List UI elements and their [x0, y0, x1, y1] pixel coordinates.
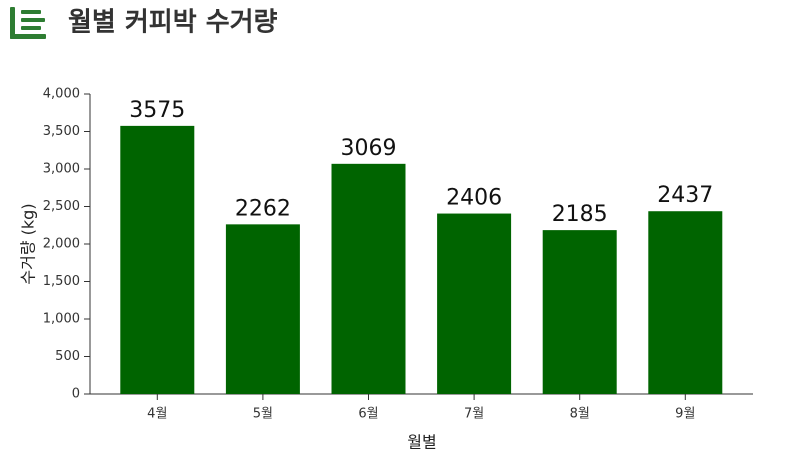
y-tick-label: 1,000	[43, 312, 80, 327]
x-tick-label: 8월	[570, 407, 590, 422]
y-axis-label: 수거량 (kg)	[19, 203, 38, 284]
data-label: 2437	[657, 183, 713, 208]
bar	[437, 213, 512, 394]
bar	[120, 125, 195, 394]
y-tick-label: 500	[55, 349, 80, 364]
bar	[225, 224, 300, 394]
y-tick-label: 2,000	[43, 237, 80, 252]
x-tick-label: 9월	[675, 407, 695, 422]
data-label: 2262	[235, 196, 291, 221]
x-axis-label: 월별	[407, 433, 436, 452]
title-icon	[10, 7, 46, 39]
bar	[542, 230, 617, 394]
data-label: 2406	[446, 186, 502, 211]
data-label: 2185	[552, 202, 608, 227]
x-tick-label: 5월	[253, 407, 273, 422]
y-tick-label: 0	[72, 387, 80, 402]
x-tick-label: 4월	[147, 407, 167, 422]
data-label: 3575	[129, 98, 185, 123]
y-tick-label: 1,500	[43, 274, 80, 289]
data-label: 3069	[341, 136, 397, 161]
bar	[331, 163, 406, 394]
y-tick-label: 3,000	[43, 162, 80, 177]
x-tick-label: 7월	[464, 407, 484, 422]
x-tick-label: 6월	[358, 407, 378, 422]
y-tick-label: 2,500	[43, 199, 80, 214]
chart-title: 월별 커피박 수거량	[68, 8, 278, 38]
y-tick-label: 3,500	[43, 124, 80, 139]
y-tick-label: 4,000	[43, 87, 80, 102]
bar	[648, 211, 723, 394]
